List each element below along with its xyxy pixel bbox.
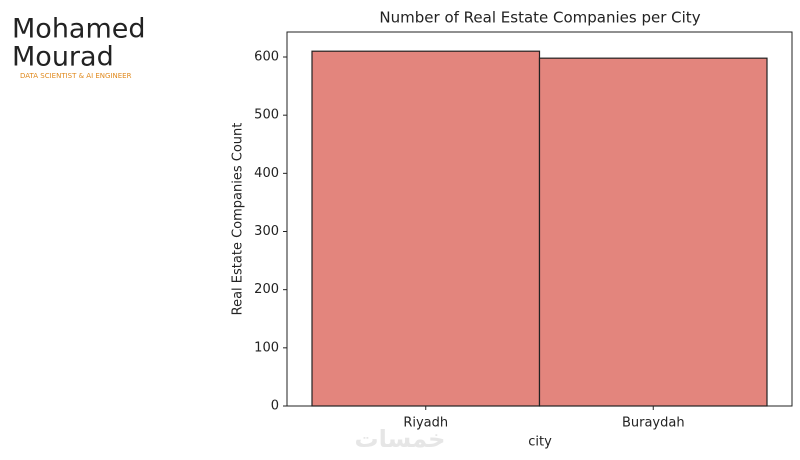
plot-frame bbox=[286, 31, 793, 407]
x-tick-label: Buraydah bbox=[622, 416, 685, 431]
y-tick-label: 100 bbox=[254, 340, 279, 355]
y-axis-label: Real Estate Companies Count bbox=[231, 123, 246, 316]
y-tick-label: 200 bbox=[254, 282, 279, 297]
logo-line2: Mourad bbox=[12, 42, 114, 73]
watermark: خمسات bbox=[355, 425, 446, 453]
y-tick-label: 400 bbox=[254, 166, 279, 181]
y-tick-label: 500 bbox=[254, 108, 279, 123]
y-tick-label: 600 bbox=[254, 50, 279, 65]
x-tick-label: Riyadh bbox=[403, 416, 448, 431]
chart-title: Number of Real Estate Companies per City bbox=[379, 9, 700, 27]
y-tick-label: 300 bbox=[254, 224, 279, 239]
logo-line1: Mohamed bbox=[12, 14, 146, 45]
x-axis-label: city bbox=[528, 435, 552, 450]
bar bbox=[311, 50, 541, 407]
bar bbox=[538, 57, 768, 407]
y-tick-label: 0 bbox=[271, 399, 279, 414]
logo-tagline: DATA SCIENTIST & AI ENGINEER bbox=[20, 72, 132, 80]
